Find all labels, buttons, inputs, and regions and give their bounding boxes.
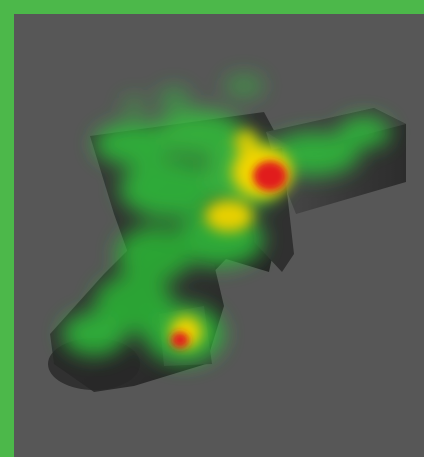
heatmap-3d-shape-icon (48, 74, 406, 392)
heatmap-canvas (14, 14, 424, 457)
handle-end (48, 338, 140, 390)
heat-layer-low (62, 74, 390, 364)
heat-layer-high (171, 161, 287, 348)
